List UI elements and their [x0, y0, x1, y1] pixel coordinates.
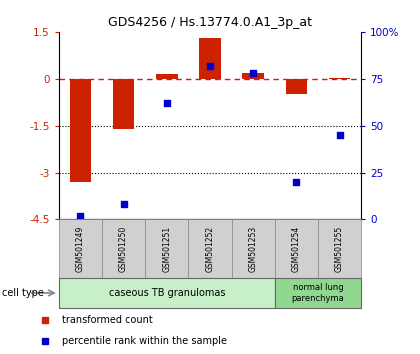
Bar: [275, 278, 361, 308]
Bar: [199, 38, 221, 79]
Bar: [156, 74, 178, 79]
Point: [293, 179, 300, 185]
Text: GSM501254: GSM501254: [292, 225, 301, 272]
Bar: [102, 219, 145, 278]
Bar: [242, 73, 264, 79]
Bar: [318, 219, 361, 278]
Text: normal lung
parenchyma: normal lung parenchyma: [291, 283, 344, 303]
Point: [207, 63, 213, 68]
Title: GDS4256 / Hs.13774.0.A1_3p_at: GDS4256 / Hs.13774.0.A1_3p_at: [108, 16, 312, 29]
Text: GSM501250: GSM501250: [119, 225, 128, 272]
Bar: [189, 219, 231, 278]
Text: GSM501249: GSM501249: [76, 225, 85, 272]
Bar: [329, 78, 350, 79]
Bar: [59, 219, 102, 278]
Text: GSM501253: GSM501253: [249, 225, 258, 272]
Point: [336, 132, 343, 138]
Bar: [59, 278, 275, 308]
Text: GSM501251: GSM501251: [162, 225, 171, 272]
Bar: [113, 79, 134, 129]
Bar: [70, 79, 91, 182]
Bar: [275, 219, 318, 278]
Bar: [231, 219, 275, 278]
Text: cell type: cell type: [2, 288, 44, 298]
Bar: [286, 79, 307, 95]
Text: percentile rank within the sample: percentile rank within the sample: [62, 336, 227, 346]
Point: [120, 202, 127, 207]
Point: [77, 213, 84, 218]
Text: caseous TB granulomas: caseous TB granulomas: [108, 288, 225, 298]
Point: [163, 100, 170, 106]
Point: [250, 70, 257, 76]
Text: GSM501255: GSM501255: [335, 225, 344, 272]
Text: GSM501252: GSM501252: [205, 225, 215, 272]
Bar: [145, 219, 189, 278]
Text: transformed count: transformed count: [62, 315, 152, 325]
